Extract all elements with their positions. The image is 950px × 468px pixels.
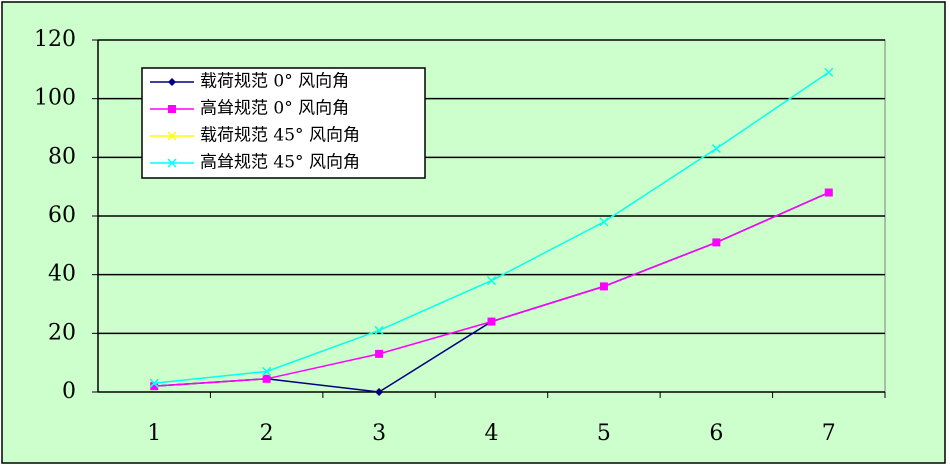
marker [168,78,176,86]
y-tick-label: 80 [48,144,76,169]
marker [487,317,496,326]
marker [711,144,721,154]
legend-label: 载荷规范 0° 风向角 [200,72,349,92]
y-tick-label: 120 [34,27,76,52]
marker [150,382,159,391]
y-tick-label: 60 [48,203,76,228]
y-tick-label: 40 [48,262,76,287]
marker [167,158,177,168]
marker [168,105,176,113]
marker [599,282,608,291]
x-tick-label: 2 [260,421,274,446]
x-tick-label: 7 [822,421,836,446]
marker [262,366,272,376]
marker [599,217,609,227]
x-tick-label: 5 [597,421,611,446]
marker [375,388,384,396]
marker [824,188,833,197]
y-tick-label: 20 [48,320,76,345]
y-tick-label: 100 [34,86,76,111]
marker [486,276,497,286]
marker [262,374,271,383]
marker [375,349,384,358]
x-tick-label: 6 [709,421,723,446]
legend-box [141,67,426,179]
marker [374,325,384,335]
legend-label: 载荷规范 45° 风向角 [200,126,360,146]
x-tick-label: 4 [485,421,499,446]
y-tick-label: 0 [62,379,76,404]
legend-label: 高耸规范 0° 风向角 [200,99,349,119]
marker [149,378,159,388]
x-tick-label: 1 [147,421,161,446]
legend-label: 高耸规范 45° 风向角 [200,153,360,173]
marker [712,238,721,247]
marker [167,131,177,141]
x-tick-label: 3 [372,421,386,446]
marker [824,67,834,77]
